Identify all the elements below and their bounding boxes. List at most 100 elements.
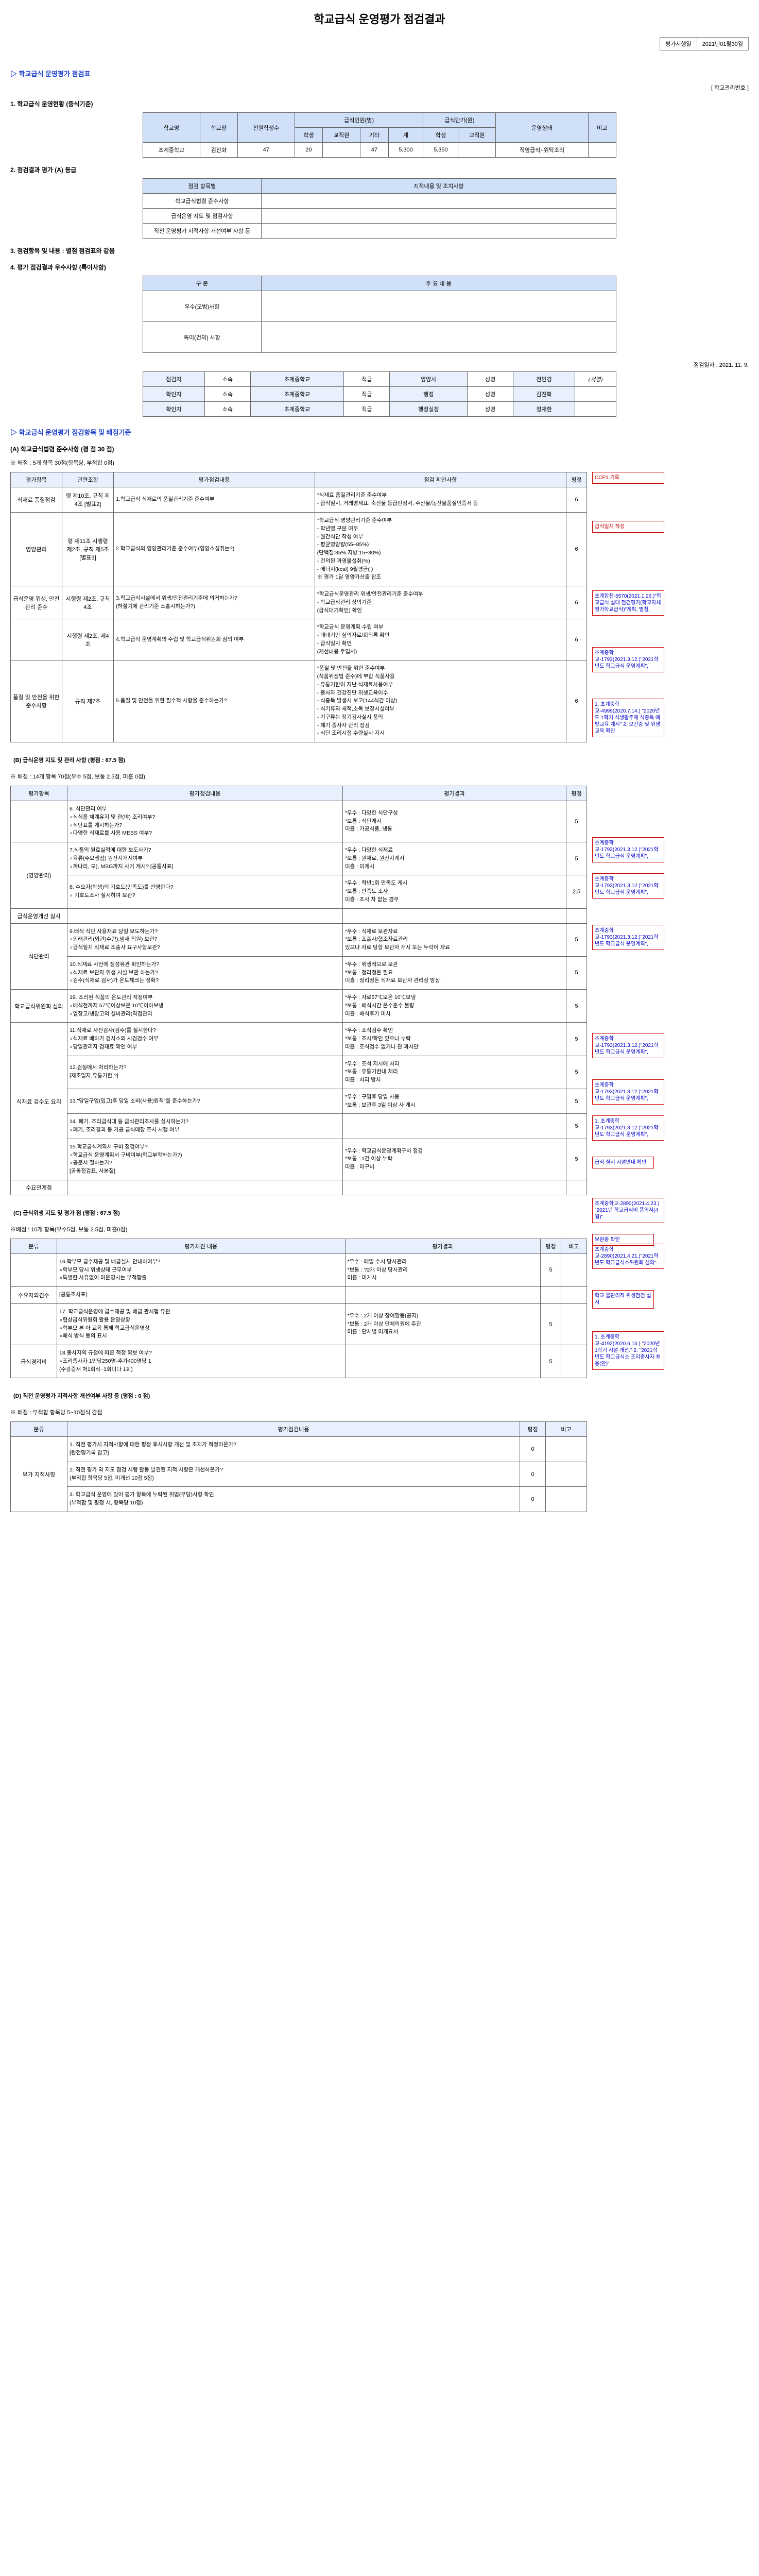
td: 5.품질 및 안전을 위한 필수적 사항을 준수하는가? [114, 660, 315, 742]
td: 5 [566, 1056, 587, 1089]
annotation: 급식일지 작성 [592, 521, 664, 533]
th: 평가항목 [11, 472, 62, 487]
th: 평가항목 [11, 786, 67, 801]
s2b-note: ※ 배점 : 14개 항목 70점(우수 5점, 보통 2.5점, 미흡 0점) [10, 772, 749, 781]
td: 초계중학교 [250, 402, 343, 417]
th: 학생 [423, 128, 458, 143]
td: 6 [566, 660, 587, 742]
td: 10.식재료 사전에 정성유관 확인하는가? ∘식재료 보관자 위생 시설 보관… [67, 956, 343, 989]
td: 13."당일구입(입고)후 당일 소비(사용)원칙"을 준수하는가? [67, 1089, 343, 1114]
td: *우수 : 조석 지시에 처리 *보통 : 유통기한내 처리 미흡 : 처리 방… [342, 1056, 566, 1089]
grade-table: 점검 항목별 지적내용 및 조치사항 학교급식법령 준수사항 급식운영 지도 및… [143, 178, 616, 239]
annotation: CCP1 기록 [592, 472, 664, 484]
td: 1.학교급식 식재료의 품질관리기준 준수여부 [114, 487, 315, 513]
th: 운영상태 [496, 113, 588, 143]
annotation: 초계중학교-1793(2021.3.12.)"2021학년도 학교급식 운영계획… [592, 837, 664, 862]
td: *학교급식운영관리 위생/안전관리기준 준수여부 - 학교급식관리 상의기준 (… [315, 586, 566, 619]
sec1-title: ▷ 학교급식 운영평가 점검표 [10, 69, 749, 78]
td [67, 908, 343, 923]
td [561, 1304, 587, 1345]
td [546, 1462, 587, 1487]
th: 교직원 [323, 128, 360, 143]
td: *우수 : 자료57℃보온 10℃보냉 *보통 : 배식시간 온수준수 불량 미… [342, 990, 566, 1023]
th: 평가점검내용 [114, 472, 315, 487]
td: 부가 지적사항 [11, 1437, 67, 1512]
td: 급식운영개선 실시 [11, 908, 67, 923]
td: 6 [566, 513, 587, 586]
annotation: 1. 초계중학교-1793(2021.3.12.)"2021학년도 학교급식 운… [592, 1115, 664, 1141]
th: 점검 항목별 [143, 179, 262, 194]
th: 분류 [11, 1239, 57, 1253]
td: 급식운영 위생, 안전관리 준수 [11, 586, 62, 619]
td: 소속 [204, 372, 250, 387]
td: 5 [566, 1023, 587, 1056]
annotation: 초계합천-5570(2021.1.26.)"학교급식 실태 점검평가(학교자체평… [592, 590, 664, 616]
th: 평정 [566, 472, 587, 487]
td: 규칙 제7조 [62, 660, 114, 742]
td [342, 1180, 566, 1195]
td [67, 1180, 343, 1195]
td: 학교급식법령 준수사항 [143, 194, 262, 209]
td: 직급 [344, 372, 390, 387]
td: 5 [541, 1345, 561, 1378]
td: 15.학교급식계획서 구비 점검여부? ∘학교급식 운영계획서 구비여부(학교부… [67, 1139, 343, 1180]
annotation: 초계중학교-1793(2021.3.12.)"2021학년도 학교급식 운영계획… [592, 1079, 664, 1105]
th: 평가점검내용 [67, 1422, 520, 1437]
td: 성명 [468, 402, 513, 417]
annotation: 초계중학교-1793(2021.3.12.)"2021학년도 학교급식 운영계획… [592, 647, 664, 672]
td: 소속 [204, 387, 250, 402]
td: 영양관리 [11, 513, 62, 586]
td [541, 1287, 561, 1304]
td: *학교급식 운영계획 수립 여부 - 대내기안 심의자료/회의록 확인 - 급식… [315, 619, 566, 660]
td [261, 209, 616, 224]
td [11, 619, 62, 660]
td: 수요관계점 [11, 1180, 67, 1195]
td: 김진화 [200, 143, 237, 158]
table-c: 분류평가차진 내용평가결과평정비고16.학부모 급수제공 및 배급실시 안내하여… [10, 1239, 587, 1379]
annotation: 초계중학교-1793(2021.3.12.)"2021학년도 학교급식 운영계획… [592, 1033, 664, 1058]
td: 소속 [204, 402, 250, 417]
annotation: 초계중학교-1793(2021.3.12.)"2021학년도 학교급식 운영계획… [592, 925, 664, 950]
s1-1: 1. 학교급식 운영현황 (중식기준) [10, 99, 749, 108]
td: [공통조사표] [57, 1287, 346, 1304]
page-title: 학교급식 운영평가 점검결과 [10, 10, 749, 27]
td: 6. 식단관리 여부 ∘식식품 체계유지 및 관(야) 조리여부? ∘식단표를 … [67, 801, 343, 842]
td: 직영급식+위탁조리 [496, 143, 588, 158]
th: 평정 [520, 1422, 546, 1437]
td [261, 291, 616, 322]
td: 17. 학교급식운영에 급수제공 및 배급 관시험 유관 ∘협상급식위원회 활용… [57, 1304, 346, 1345]
td: 12.검실에서 처리하는가? [제조일자,유통기한,?] [67, 1056, 343, 1089]
td: *우수 : 구입후 당일 사용 *보통 : 보관후 3일 이상 사 게시 [342, 1089, 566, 1114]
td: 16.학부모 급수제공 및 배급실시 안내하여부? ∘학부모 당시 위생상태 근… [57, 1253, 346, 1286]
s2d-note: ※ 배점 : 부적합 항목당 5~10점식 감점 [10, 1408, 749, 1416]
td: *우수 : 매일 수시 당시관리 *보통 : ?2개 이상 당시관리 미흡 : … [345, 1253, 540, 1286]
td: 5 [566, 1139, 587, 1180]
td: 확인자 [143, 402, 205, 417]
s1-2: 2. 점검결과 평가 (A) 등급 [10, 165, 749, 174]
td: 성명 [468, 387, 513, 402]
th: 급식인원(명) [295, 113, 423, 128]
td [342, 908, 566, 923]
td: (영양관리) [11, 842, 67, 909]
td: 3.학교급식시설에서 위생/안전관리기준에 의거하는가? (하절기에 관리기준 … [114, 586, 315, 619]
td: 5 [566, 923, 587, 956]
td [566, 1180, 587, 1195]
th: 계 [388, 128, 423, 143]
td: 47 [360, 143, 388, 158]
td: 품질 및 안전을 위한 준수사항 [11, 660, 62, 742]
td [566, 908, 587, 923]
s2b: (B) 급식운영 지도 및 관리 사항 (평점 : 67.5 점) [10, 753, 749, 767]
td [342, 1114, 566, 1139]
td [561, 1253, 587, 1286]
td: 0 [520, 1462, 546, 1487]
td: 11.식재료 사전검사(검수)를 실시한다? ∘식재료 배하가 검사소의 시검검… [67, 1023, 343, 1056]
td: 성명 [468, 372, 513, 387]
th: 학교장 [200, 113, 237, 143]
td: 5 [566, 842, 587, 875]
th: 평가차진 내용 [57, 1239, 346, 1253]
s2a-note: ※ 배점 : 5개 항목 30점(항목당, 부적합 0점) [10, 459, 749, 467]
td: 5 [566, 990, 587, 1023]
td [561, 1287, 587, 1304]
td: 초계중학교 [250, 387, 343, 402]
bracket: [ 학교관리번호 ] [10, 83, 749, 92]
